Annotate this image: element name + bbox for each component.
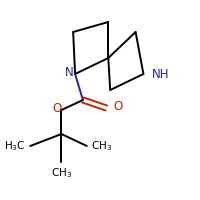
Text: NH: NH <box>152 68 170 80</box>
Text: CH$_3$: CH$_3$ <box>51 166 72 180</box>
Text: O: O <box>52 102 61 116</box>
Text: H$_3$C: H$_3$C <box>4 139 26 153</box>
Text: CH$_3$: CH$_3$ <box>91 139 112 153</box>
Text: N: N <box>65 66 74 79</box>
Text: O: O <box>114 100 123 114</box>
